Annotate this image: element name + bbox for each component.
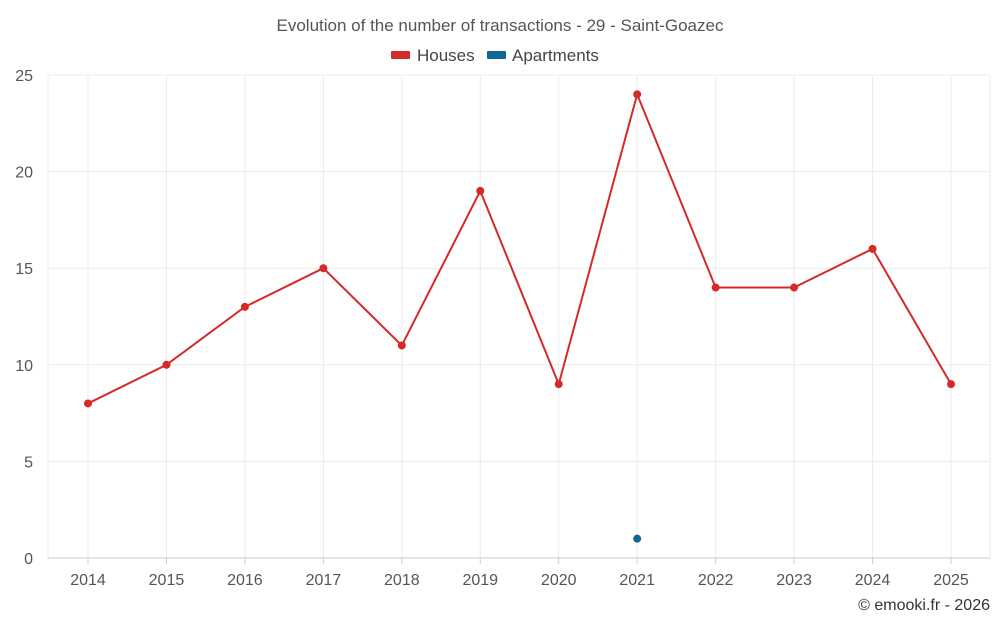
x-tick-label-2025: 2025 bbox=[933, 572, 969, 589]
x-tick-label-2019: 2019 bbox=[462, 572, 498, 589]
data-point-houses-2022[interactable] bbox=[711, 283, 720, 292]
x-tick-label-2015: 2015 bbox=[149, 572, 185, 589]
y-tick-label: 5 bbox=[24, 454, 33, 471]
data-point-houses-2025[interactable] bbox=[947, 380, 955, 389]
y-tick-label: 15 bbox=[15, 261, 33, 278]
x-tick-label-2014: 2014 bbox=[70, 572, 106, 589]
x-tick-label-2021: 2021 bbox=[619, 572, 655, 589]
legend: Houses Apartments bbox=[391, 46, 599, 65]
legend-label-apartments[interactable]: Apartments bbox=[512, 46, 599, 65]
data-point-houses-2024[interactable] bbox=[868, 244, 877, 253]
data-point-apartments-2021[interactable] bbox=[633, 534, 642, 543]
x-tick-label-2022: 2022 bbox=[698, 572, 734, 589]
y-tick-label: 25 bbox=[15, 68, 33, 85]
data-point-houses-2014[interactable] bbox=[84, 399, 92, 408]
legend-swatch-houses bbox=[391, 51, 410, 59]
x-tick-label-2020: 2020 bbox=[541, 572, 577, 589]
y-tick-label: 10 bbox=[15, 358, 33, 375]
legend-swatch-apartments bbox=[487, 51, 506, 59]
data-point-houses-2015[interactable] bbox=[162, 360, 171, 369]
x-tick-label-2017: 2017 bbox=[306, 572, 342, 589]
x-tick-label-2016: 2016 bbox=[227, 572, 263, 589]
x-tick-label-2018: 2018 bbox=[384, 572, 420, 589]
legend-label-houses[interactable]: Houses bbox=[417, 46, 475, 65]
data-point-houses-2016[interactable] bbox=[240, 302, 249, 311]
y-tick-label: 0 bbox=[24, 551, 33, 568]
data-point-houses-2019[interactable] bbox=[476, 186, 485, 195]
x-tick-label-2023: 2023 bbox=[776, 572, 812, 589]
grid bbox=[47, 74, 991, 558]
data-point-houses-2018[interactable] bbox=[397, 341, 406, 350]
y-tick-label: 20 bbox=[15, 165, 33, 182]
series-line-houses bbox=[87, 93, 952, 405]
x-tick-label-2024: 2024 bbox=[855, 572, 891, 589]
series bbox=[84, 90, 955, 543]
credit-text: © emooki.fr - 2026 bbox=[858, 597, 990, 614]
data-point-houses-2017[interactable] bbox=[319, 264, 328, 273]
data-point-houses-2023[interactable] bbox=[790, 283, 799, 292]
data-point-houses-2020[interactable] bbox=[554, 380, 563, 389]
chart-title: Evolution of the number of transactions … bbox=[277, 16, 724, 35]
data-point-houses-2021[interactable] bbox=[633, 90, 642, 99]
